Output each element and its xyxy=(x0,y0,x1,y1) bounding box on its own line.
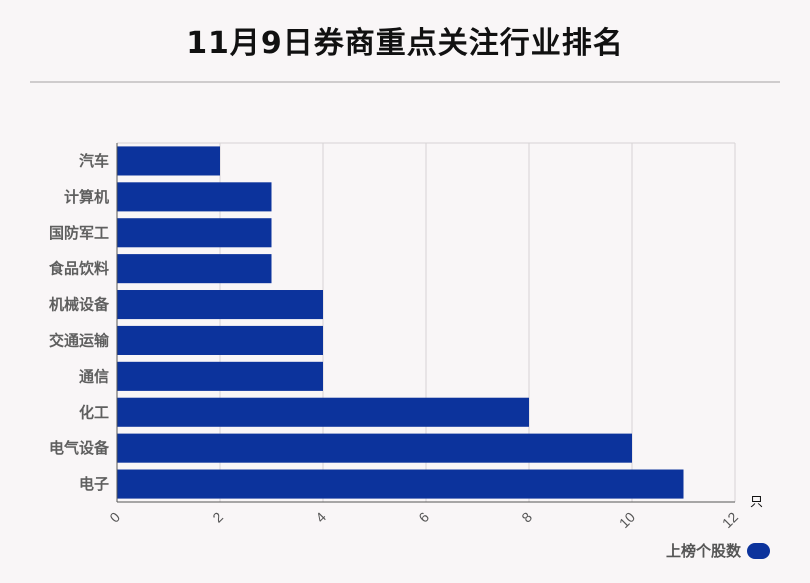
category-label: 食品饮料 xyxy=(49,260,109,278)
page-title: 11月9日券商重点关注行业排名 xyxy=(186,26,624,61)
bar-1[interactable] xyxy=(117,182,272,212)
x-tick-label: 0 xyxy=(106,509,123,526)
x-tick-label: 8 xyxy=(518,509,535,526)
bars xyxy=(117,146,684,499)
x-tick-label: 4 xyxy=(312,509,329,526)
category-label: 计算机 xyxy=(64,188,109,206)
bar-2[interactable] xyxy=(117,218,272,248)
bar-6[interactable] xyxy=(117,361,323,391)
bar-7[interactable] xyxy=(117,397,529,427)
bar-3[interactable] xyxy=(117,254,272,284)
title-divider xyxy=(30,81,780,83)
category-label: 机械设备 xyxy=(49,296,110,314)
legend-label: 上榜个股数 xyxy=(665,542,741,560)
category-label: 通信 xyxy=(79,367,109,385)
category-label: 化工 xyxy=(79,403,109,421)
category-label: 汽车 xyxy=(79,152,109,170)
category-label: 交通运输 xyxy=(49,331,110,349)
category-label: 国防军工 xyxy=(49,224,109,242)
bar-4[interactable] xyxy=(117,290,323,320)
bar-8[interactable] xyxy=(117,433,632,463)
bar-9[interactable] xyxy=(117,469,684,499)
x-tick-label: 10 xyxy=(616,509,638,531)
x-unit-label: 只 xyxy=(750,495,763,510)
bar-0[interactable] xyxy=(117,146,220,176)
x-tick-label: 6 xyxy=(415,509,432,526)
legend-swatch xyxy=(747,542,770,559)
x-tick-labels: 0 2 4 6 8 10 12 xyxy=(106,509,741,531)
category-label: 电气设备 xyxy=(49,439,110,457)
x-tick-label: 12 xyxy=(719,509,741,531)
bar-5[interactable] xyxy=(117,325,323,355)
x-tick-label: 2 xyxy=(209,509,226,526)
legend[interactable]: 上榜个股数 xyxy=(666,540,770,561)
category-label: 电子 xyxy=(79,475,109,493)
